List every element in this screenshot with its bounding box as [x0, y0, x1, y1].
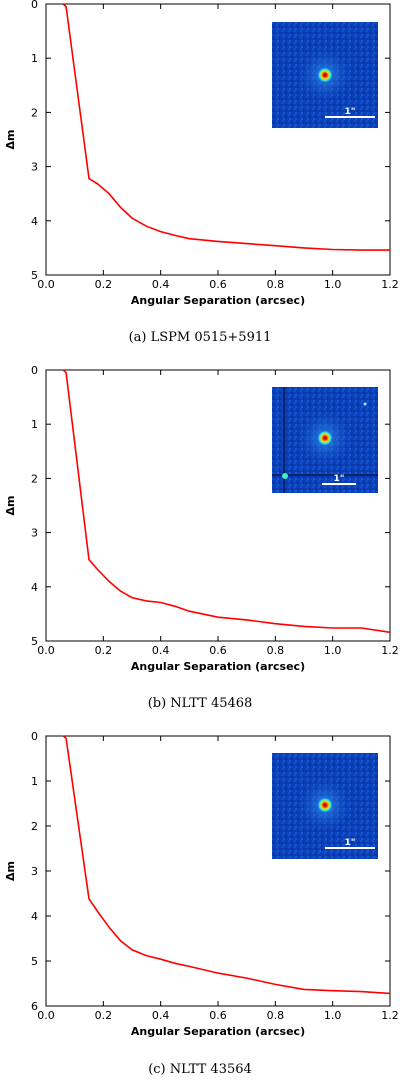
y-tick-label: 4: [31, 215, 38, 228]
y-tick-label: 1: [31, 52, 38, 65]
y-tick-label: 0: [31, 364, 38, 377]
star-psf: [317, 797, 333, 813]
x-tick-label: 0.6: [209, 644, 227, 657]
contrast-curve: [62, 369, 391, 634]
scale-bar-label: 1": [345, 107, 356, 117]
scale-bar-label: 1": [334, 474, 345, 484]
x-tick-label: 0.8: [267, 278, 285, 291]
contrast-curve: [62, 735, 391, 995]
x-tick-label: 1.0: [324, 644, 342, 657]
y-tick-label: 5: [31, 955, 38, 968]
y-tick-label: 6: [31, 1000, 38, 1013]
psf-inset-image: 1": [272, 753, 378, 859]
psf-inset-image: 1": [272, 22, 378, 128]
x-tick-label: 0.0: [37, 1009, 55, 1022]
y-tick-label: 0: [31, 730, 38, 743]
y-axis-label: Δm: [4, 130, 17, 150]
star-psf: [317, 67, 333, 83]
y-tick-label: 4: [31, 581, 38, 594]
panel-b: 0.0 0.2 0.4 0.6 0.8 1.0 1.2 0 1 2 3 4 5 Angular Sepa…: [4, 364, 399, 711]
x-tick-label: 0.4: [152, 644, 170, 657]
x-tick-label: 1.2: [381, 644, 399, 657]
axis-ticks: 0.0 0.2 0.4 0.6 0.8 1.0 1.2 0 1 2 3 4 5: [31, 364, 399, 657]
y-tick-label: 5: [31, 635, 38, 648]
x-tick-label: 0.8: [267, 644, 285, 657]
y-tick-label: 2: [31, 820, 38, 833]
contrast-curve: [62, 3, 390, 251]
secondary-source: [282, 473, 288, 479]
x-tick-label: 0.2: [95, 644, 113, 657]
x-tick-label: 0.2: [95, 278, 113, 291]
x-tick-label: 0.8: [267, 1009, 285, 1022]
x-tick-label: 0.6: [209, 278, 227, 291]
psf-inset-image: 1": [272, 387, 378, 493]
panel-a: 0.0 0.2 0.4 0.6 0.8 1.0 1.2 0 1 2 3 4 5 Angular Sepa…: [4, 0, 399, 345]
x-axis-label: Angular Separation (arcsec): [131, 294, 305, 307]
y-axis-label: Δm: [4, 496, 17, 516]
x-axis-label: Angular Separation (arcsec): [131, 1025, 305, 1038]
x-tick-label: 0.4: [152, 278, 170, 291]
x-tick-label: 0.2: [95, 1009, 113, 1022]
y-tick-label: 3: [31, 865, 38, 878]
x-tick-label: 0.6: [209, 1009, 227, 1022]
x-tick-label: 1.0: [324, 278, 342, 291]
x-tick-label: 1.2: [381, 1009, 399, 1022]
panel-c: 0.0 0.2 0.4 0.6 0.8 1.0 1.2 0 1 2 3 4 5 6 Angular Sep…: [4, 730, 399, 1077]
y-tick-label: 4: [31, 910, 38, 923]
x-axis-label: Angular Separation (arcsec): [131, 660, 305, 673]
faint-source: [363, 402, 367, 406]
y-tick-label: 1: [31, 775, 38, 788]
axis-ticks: 0.0 0.2 0.4 0.6 0.8 1.0 1.2 0 1 2 3 4 5: [31, 0, 399, 291]
y-tick-label: 1: [31, 418, 38, 431]
panel-caption: (c) NLTT 43564: [148, 1062, 252, 1077]
y-tick-label: 0: [31, 0, 38, 11]
x-tick-label: 0.4: [152, 1009, 170, 1022]
y-tick-label: 3: [31, 161, 38, 174]
star-psf: [317, 430, 333, 446]
axis-ticks: 0.0 0.2 0.4 0.6 0.8 1.0 1.2 0 1 2 3 4 5 6: [31, 730, 399, 1022]
panel-caption: (a) LSPM 0515+5911: [129, 330, 272, 345]
panel-caption: (b) NLTT 45468: [148, 696, 253, 711]
x-tick-label: 1.0: [324, 1009, 342, 1022]
y-tick-label: 5: [31, 269, 38, 282]
y-tick-label: 2: [31, 472, 38, 485]
y-axis-label: Δm: [4, 861, 17, 881]
x-tick-label: 1.2: [381, 278, 399, 291]
y-tick-label: 3: [31, 527, 38, 540]
scale-bar-label: 1": [345, 838, 356, 848]
x-tick-label: 0.0: [37, 644, 55, 657]
x-tick-label: 0.0: [37, 278, 55, 291]
y-tick-label: 2: [31, 106, 38, 119]
